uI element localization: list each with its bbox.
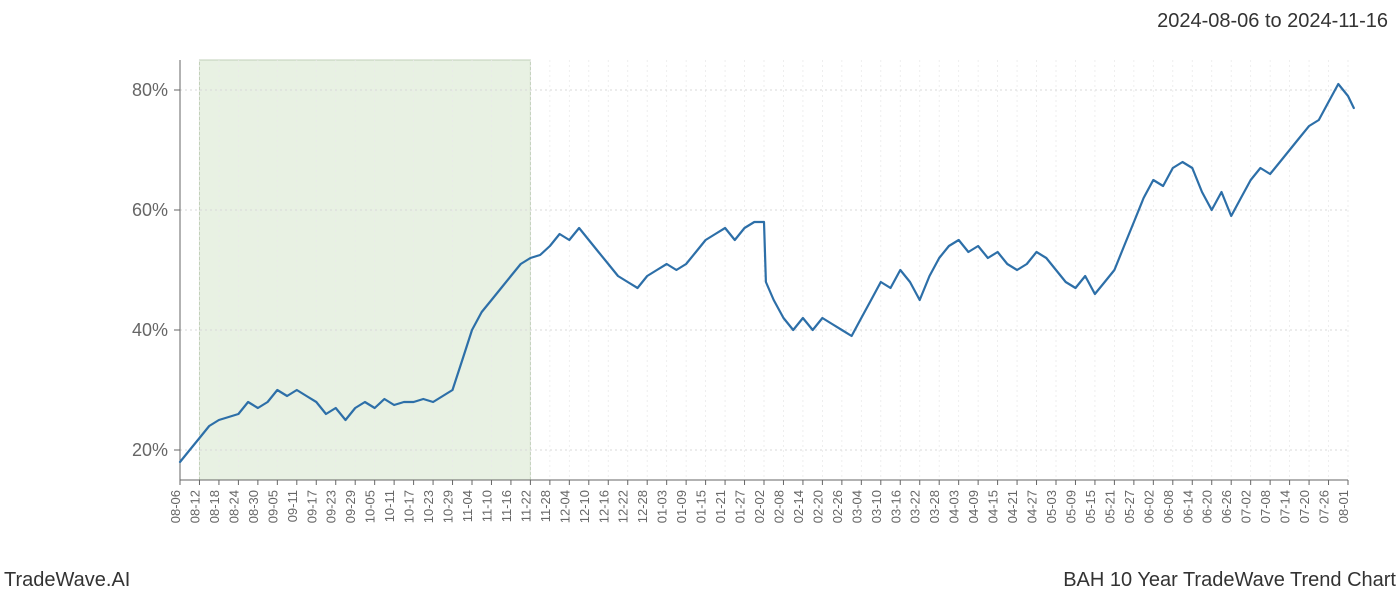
x-tick-label: 07-14 bbox=[1278, 490, 1293, 523]
x-tick-label: 03-10 bbox=[869, 490, 884, 523]
highlight-region bbox=[199, 60, 530, 480]
chart-container: 2024-08-06 to 2024-11-16 20%40%60%80%08-… bbox=[0, 0, 1400, 600]
x-tick-label: 06-02 bbox=[1141, 490, 1156, 523]
x-tick-label: 04-09 bbox=[966, 490, 981, 523]
x-tick-label: 11-10 bbox=[479, 490, 494, 522]
x-tick-label: 06-14 bbox=[1180, 490, 1195, 523]
x-tick-label: 05-15 bbox=[1083, 490, 1098, 523]
brand-label: TradeWave.AI bbox=[4, 569, 130, 592]
y-tick-label: 20% bbox=[132, 440, 168, 460]
y-tick-label: 80% bbox=[132, 80, 168, 100]
x-tick-label: 09-23 bbox=[324, 490, 339, 523]
x-tick-label: 01-03 bbox=[655, 490, 670, 523]
x-tick-label: 07-20 bbox=[1297, 490, 1312, 523]
x-tick-label: 03-16 bbox=[888, 490, 903, 523]
x-tick-label: 08-30 bbox=[246, 490, 261, 523]
x-tick-label: 02-02 bbox=[752, 490, 767, 523]
x-tick-label: 10-17 bbox=[402, 490, 417, 523]
x-tick-label: 08-12 bbox=[187, 490, 202, 523]
x-tick-label: 01-15 bbox=[694, 490, 709, 523]
x-tick-label: 05-27 bbox=[1122, 490, 1137, 523]
x-tick-label: 10-05 bbox=[363, 490, 378, 523]
x-tick-label: 07-02 bbox=[1239, 490, 1254, 523]
x-tick-label: 11-22 bbox=[518, 490, 533, 522]
x-tick-label: 02-08 bbox=[771, 490, 786, 523]
x-tick-label: 12-16 bbox=[596, 490, 611, 523]
x-tick-label: 12-04 bbox=[557, 490, 572, 523]
x-tick-label: 09-29 bbox=[343, 490, 358, 523]
x-tick-label: 12-10 bbox=[577, 490, 592, 523]
x-tick-label: 02-26 bbox=[830, 490, 845, 523]
x-tick-label: 01-21 bbox=[713, 490, 728, 523]
x-tick-label: 01-27 bbox=[733, 490, 748, 523]
y-tick-label: 40% bbox=[132, 320, 168, 340]
y-tick-label: 60% bbox=[132, 200, 168, 220]
trend-chart: 20% 40% 60% 80% 08-06 08-12 08-18 08-24 08-30 09-… bbox=[0, 0, 1400, 600]
x-tick-label: 04-27 bbox=[1025, 490, 1040, 523]
chart-title: BAH 10 Year TradeWave Trend Chart bbox=[1063, 569, 1396, 592]
x-tick-label: 10-11 bbox=[382, 490, 397, 522]
x-tick-label: 08-06 bbox=[168, 490, 183, 523]
x-tick-label: 02-14 bbox=[791, 490, 806, 523]
x-tick-label: 09-05 bbox=[265, 490, 280, 523]
x-tick-label: 10-29 bbox=[441, 490, 456, 523]
x-tick-label: 07-26 bbox=[1317, 490, 1332, 523]
x-tick-label: 10-23 bbox=[421, 490, 436, 523]
x-tick-label: 02-20 bbox=[810, 490, 825, 523]
x-tick-label: 04-15 bbox=[986, 490, 1001, 523]
x-tick-label: 05-03 bbox=[1044, 490, 1059, 523]
x-tick-label: 03-04 bbox=[849, 490, 864, 523]
x-tick-label: 11-04 bbox=[460, 490, 475, 522]
x-tick-label: 09-17 bbox=[304, 490, 319, 523]
x-tick-label: 08-18 bbox=[207, 490, 222, 523]
x-tick-label: 05-09 bbox=[1063, 490, 1078, 523]
x-tick-label: 06-26 bbox=[1219, 490, 1234, 523]
x-tick-label: 12-28 bbox=[635, 490, 650, 523]
x-tick-label: 06-20 bbox=[1200, 490, 1215, 523]
x-tick-label: 06-08 bbox=[1161, 490, 1176, 523]
x-tick-label: 08-24 bbox=[226, 490, 241, 523]
x-tick-label: 11-16 bbox=[499, 490, 514, 522]
x-tick-label: 01-09 bbox=[674, 490, 689, 523]
x-tick-label: 04-21 bbox=[1005, 490, 1020, 523]
x-tick-label: 03-28 bbox=[927, 490, 942, 523]
x-tick-label: 09-11 bbox=[285, 490, 300, 522]
x-tick-label: 11-28 bbox=[538, 490, 553, 522]
x-tick-label: 05-21 bbox=[1102, 490, 1117, 523]
x-tick-label: 03-22 bbox=[908, 490, 923, 523]
x-tick-label: 12-22 bbox=[616, 490, 631, 523]
x-tick-label: 04-03 bbox=[947, 490, 962, 523]
x-tick-label: 08-01 bbox=[1336, 490, 1351, 523]
x-tick-label: 07-08 bbox=[1258, 490, 1273, 523]
